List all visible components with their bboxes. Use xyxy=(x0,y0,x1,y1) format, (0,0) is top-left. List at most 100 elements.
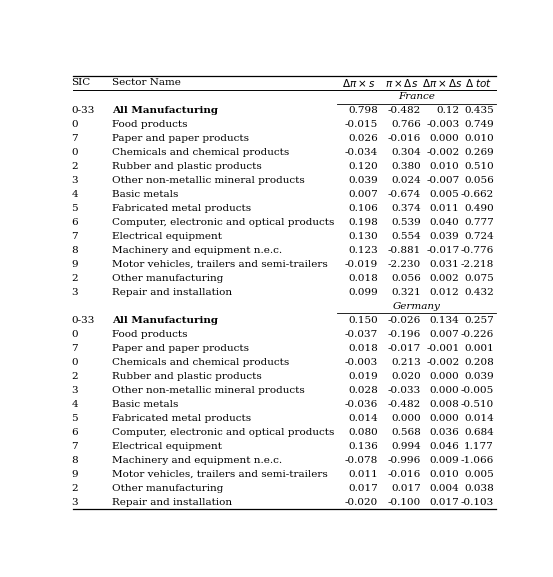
Text: 0.000: 0.000 xyxy=(430,134,460,143)
Text: 0.000: 0.000 xyxy=(391,414,421,423)
Text: -2.218: -2.218 xyxy=(461,260,494,269)
Text: 8: 8 xyxy=(71,456,78,464)
Text: 0.099: 0.099 xyxy=(348,288,378,297)
Text: Chemicals and chemical products: Chemicals and chemical products xyxy=(112,148,289,158)
Text: 9: 9 xyxy=(71,260,78,269)
Text: Sector Name: Sector Name xyxy=(112,78,181,87)
Text: -0.026: -0.026 xyxy=(388,316,421,325)
Text: 0.031: 0.031 xyxy=(430,260,460,269)
Text: Food products: Food products xyxy=(112,330,187,339)
Text: Machinery and equipment n.e.c.: Machinery and equipment n.e.c. xyxy=(112,456,282,464)
Text: Computer, electronic and optical products: Computer, electronic and optical product… xyxy=(112,218,335,227)
Text: 0.024: 0.024 xyxy=(391,176,421,185)
Text: 9: 9 xyxy=(71,470,78,479)
Text: 0.020: 0.020 xyxy=(391,372,421,381)
Text: -0.017: -0.017 xyxy=(426,246,460,255)
Text: Basic metals: Basic metals xyxy=(112,190,179,199)
Text: Basic metals: Basic metals xyxy=(112,400,179,409)
Text: 0.554: 0.554 xyxy=(391,232,421,241)
Text: 0.106: 0.106 xyxy=(348,204,378,213)
Text: 0.038: 0.038 xyxy=(464,484,494,493)
Text: 0.075: 0.075 xyxy=(464,274,494,283)
Text: 0.018: 0.018 xyxy=(348,344,378,353)
Text: 5: 5 xyxy=(71,414,78,423)
Text: -0.103: -0.103 xyxy=(461,497,494,507)
Text: 6: 6 xyxy=(71,218,78,227)
Text: 0.008: 0.008 xyxy=(430,400,460,409)
Text: 0.130: 0.130 xyxy=(348,232,378,241)
Text: Other manufacturing: Other manufacturing xyxy=(112,484,223,493)
Text: 0.510: 0.510 xyxy=(464,162,494,171)
Text: $\Delta\pi \times s$: $\Delta\pi \times s$ xyxy=(342,77,375,89)
Text: 0.019: 0.019 xyxy=(348,372,378,381)
Text: 0.136: 0.136 xyxy=(348,442,378,451)
Text: 0.007: 0.007 xyxy=(430,330,460,339)
Text: 0.017: 0.017 xyxy=(430,497,460,507)
Text: 0.684: 0.684 xyxy=(464,428,494,437)
Text: Food products: Food products xyxy=(112,121,187,129)
Text: 0.014: 0.014 xyxy=(464,414,494,423)
Text: 0: 0 xyxy=(71,148,78,158)
Text: -0.017: -0.017 xyxy=(388,344,421,353)
Text: -0.007: -0.007 xyxy=(426,176,460,185)
Text: 7: 7 xyxy=(71,232,78,241)
Text: 3: 3 xyxy=(71,288,78,297)
Text: 2: 2 xyxy=(71,372,78,381)
Text: -0.776: -0.776 xyxy=(461,246,494,255)
Text: Motor vehicles, trailers and semi-trailers: Motor vehicles, trailers and semi-traile… xyxy=(112,470,328,479)
Text: $\pi \times \Delta s$: $\pi \times \Delta s$ xyxy=(385,77,418,89)
Text: 0.749: 0.749 xyxy=(464,121,494,129)
Text: -0.482: -0.482 xyxy=(388,106,421,115)
Text: -0.037: -0.037 xyxy=(345,330,378,339)
Text: 0.208: 0.208 xyxy=(464,358,494,367)
Text: 0.011: 0.011 xyxy=(430,204,460,213)
Text: -0.482: -0.482 xyxy=(388,400,421,409)
Text: -2.230: -2.230 xyxy=(388,260,421,269)
Text: Electrical equipment: Electrical equipment xyxy=(112,442,222,451)
Text: 0.018: 0.018 xyxy=(348,274,378,283)
Text: 0.009: 0.009 xyxy=(430,456,460,464)
Text: 7: 7 xyxy=(71,134,78,143)
Text: 7: 7 xyxy=(71,344,78,353)
Text: 0.036: 0.036 xyxy=(430,428,460,437)
Text: 0.000: 0.000 xyxy=(430,386,460,395)
Text: 0.777: 0.777 xyxy=(464,218,494,227)
Text: All Manufacturing: All Manufacturing xyxy=(112,316,218,325)
Text: 0.056: 0.056 xyxy=(464,176,494,185)
Text: 0.374: 0.374 xyxy=(391,204,421,213)
Text: France: France xyxy=(398,92,435,102)
Text: Electrical equipment: Electrical equipment xyxy=(112,232,222,241)
Text: -0.078: -0.078 xyxy=(345,456,378,464)
Text: -0.003: -0.003 xyxy=(345,358,378,367)
Text: -0.019: -0.019 xyxy=(345,260,378,269)
Text: 0.010: 0.010 xyxy=(464,134,494,143)
Text: -0.100: -0.100 xyxy=(388,497,421,507)
Text: 0.12: 0.12 xyxy=(436,106,460,115)
Text: 0.490: 0.490 xyxy=(464,204,494,213)
Text: 0.269: 0.269 xyxy=(464,148,494,158)
Text: -0.016: -0.016 xyxy=(388,470,421,479)
Text: 0.007: 0.007 xyxy=(348,190,378,199)
Text: 0.005: 0.005 xyxy=(464,470,494,479)
Text: 6: 6 xyxy=(71,428,78,437)
Text: -0.996: -0.996 xyxy=(388,456,421,464)
Text: -0.674: -0.674 xyxy=(388,190,421,199)
Text: 0.213: 0.213 xyxy=(391,358,421,367)
Text: 0.039: 0.039 xyxy=(348,176,378,185)
Text: -0.002: -0.002 xyxy=(426,148,460,158)
Text: 0.010: 0.010 xyxy=(430,162,460,171)
Text: 0.039: 0.039 xyxy=(430,232,460,241)
Text: 0.798: 0.798 xyxy=(348,106,378,115)
Text: 0.766: 0.766 xyxy=(391,121,421,129)
Text: 0.257: 0.257 xyxy=(464,316,494,325)
Text: -0.034: -0.034 xyxy=(345,148,378,158)
Text: 0.004: 0.004 xyxy=(430,484,460,493)
Text: All Manufacturing: All Manufacturing xyxy=(112,106,218,115)
Text: Paper and paper products: Paper and paper products xyxy=(112,344,249,353)
Text: Rubber and plastic products: Rubber and plastic products xyxy=(112,372,262,381)
Text: -0.033: -0.033 xyxy=(388,386,421,395)
Text: 0.039: 0.039 xyxy=(464,372,494,381)
Text: 0.080: 0.080 xyxy=(348,428,378,437)
Text: -1.066: -1.066 xyxy=(461,456,494,464)
Text: -0.510: -0.510 xyxy=(461,400,494,409)
